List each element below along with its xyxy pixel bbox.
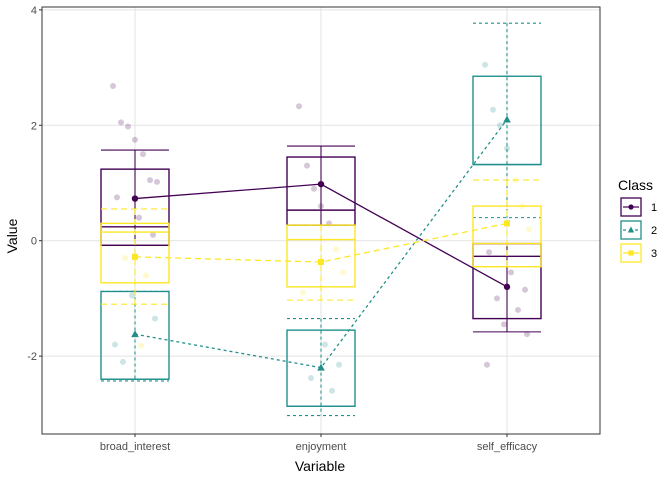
jitter-point [122,255,128,262]
x-tick-label: enjoyment [296,441,347,453]
data-point [318,259,324,266]
jitter-point [132,136,138,143]
box-body [100,168,170,247]
legend-key-marker [628,250,634,256]
jitter-point [300,289,306,296]
jitter-point [336,361,342,368]
jitter-point [497,122,503,129]
jitter-point [522,286,528,293]
series-3-boxes [100,179,542,305]
series-line [134,222,508,263]
jitter-point [296,103,302,110]
jitter-point [304,162,310,169]
legend-key-box [620,243,642,263]
jitter-point [501,321,507,328]
legend-title: Class [618,177,653,193]
y-tick-label: 4 [31,5,37,17]
series-2-boxes [100,22,542,417]
legend-item-2: 2 [620,220,657,240]
x-axis-title: Variable [295,458,346,474]
jitter-point [322,341,328,348]
jitter-point [508,269,514,276]
jitter-point [110,83,116,90]
y-tick-label: 0 [31,236,37,248]
series-3-line [132,220,510,266]
jitter-point [120,358,126,365]
box-body [100,222,170,284]
jitter-point [490,106,496,113]
legend-key-box [620,220,642,240]
jitter-point [486,249,492,256]
legend-item-1: 1 [620,197,657,217]
box-body [286,224,356,288]
series-1-line [131,180,511,291]
x-tick-label: self_efficacy [477,441,538,453]
jitter-points [110,61,532,394]
legend-key-box [620,197,642,217]
jitter-point [329,387,335,394]
jitter-point [118,119,124,126]
data-point [132,253,138,260]
y-axis-title: Value [4,218,20,253]
y-tick-label: 2 [31,120,37,132]
legend-item-3: 3 [620,243,657,263]
jitter-point [311,185,317,192]
plot-panel [42,7,600,434]
jitter-point [524,331,530,338]
jitter-point [526,226,532,233]
legend: Class 1 2 3 [618,177,657,263]
data-point [317,180,325,188]
jitter-point [129,292,135,299]
series-2-line [131,115,511,371]
data-point [131,195,139,202]
jitter-point [112,341,118,348]
data-point [504,220,510,227]
legend-label: 3 [651,248,657,260]
jitter-point [143,272,149,279]
data-point [131,330,139,338]
jitter-point [114,194,120,201]
jitter-point [340,269,346,276]
jitter-point [484,361,490,368]
jitter-point [333,246,339,253]
jitter-point [152,315,158,322]
legend-key-marker [627,226,635,233]
jitter-point [136,214,142,221]
jitter-point [138,342,144,349]
jitter-point [125,123,131,130]
jitter-point [154,178,160,185]
legend-label: 2 [651,225,657,237]
jitter-point [504,145,510,152]
jitter-point [494,295,500,302]
jitter-point [515,306,521,313]
legend-label: 1 [651,202,657,214]
legend-key-marker [628,204,634,210]
x-tick-label: broad_interest [100,441,170,453]
data-point [503,283,511,291]
jitter-point [140,151,146,158]
axes: -2 0 2 4 broad_interest enjoyment self_efficac… [27,5,601,453]
jitter-point [482,61,488,68]
box-body [472,205,542,268]
y-tick-label: -2 [27,351,37,363]
data-point [503,115,511,123]
jitter-point [308,375,314,382]
jitter-point [150,231,156,238]
jitter-point [147,177,153,184]
data-point [317,363,325,371]
